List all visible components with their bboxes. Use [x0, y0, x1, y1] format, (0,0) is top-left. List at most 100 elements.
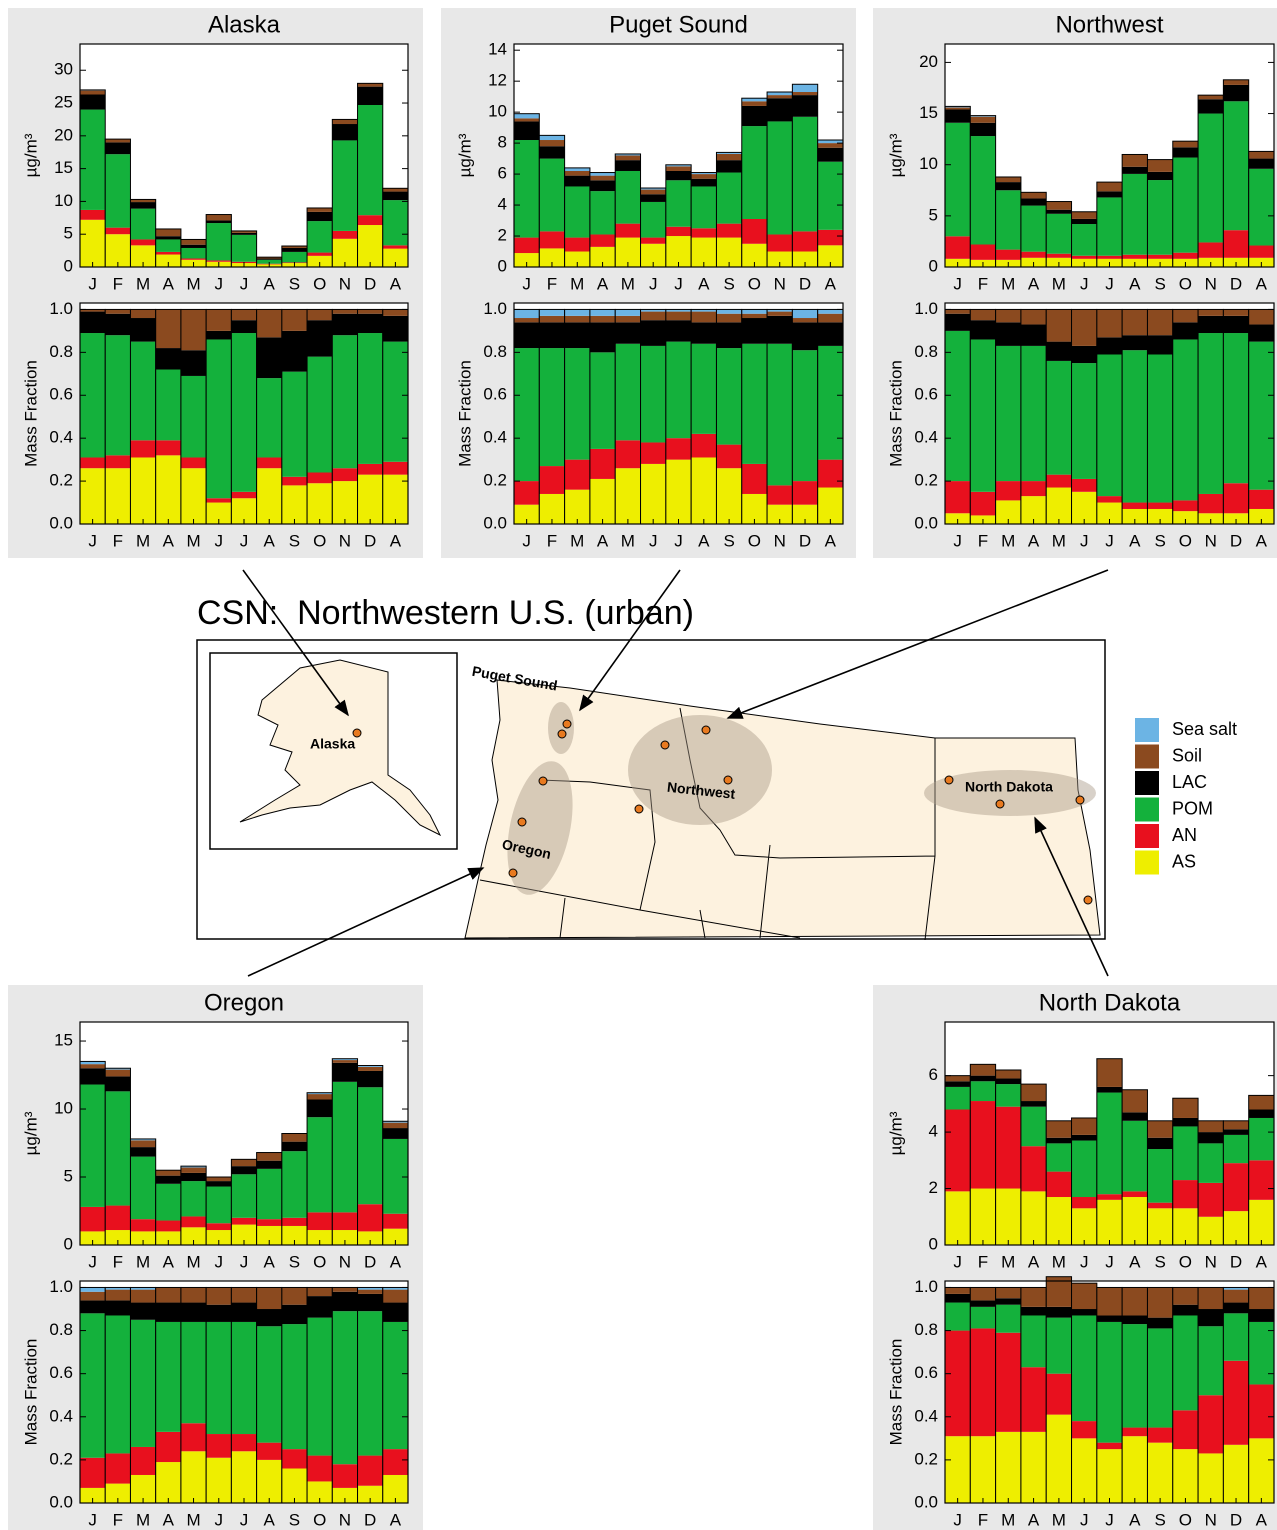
map-title: CSN: Northwestern U.S. (urban): [197, 594, 694, 632]
bar-segment: [945, 1302, 971, 1331]
bar-segment: [1071, 1438, 1097, 1503]
bar-segment: [1122, 335, 1148, 351]
bar-segment: [1147, 1427, 1173, 1443]
bar-segment: [1020, 324, 1047, 346]
x-tick-label: M: [1052, 531, 1066, 550]
bar-segment: [1223, 1163, 1249, 1212]
bar-segment: [514, 121, 540, 141]
bar-segment: [539, 158, 565, 232]
bar-segment: [1122, 1089, 1148, 1113]
bar-segment: [332, 1058, 358, 1061]
bar-segment: [767, 309, 793, 312]
bar-segment: [665, 311, 692, 321]
bar-segment: [256, 1160, 282, 1169]
bar-segment: [640, 320, 666, 346]
bar-segment: [105, 1230, 131, 1245]
bar-segment: [206, 1230, 232, 1245]
bar-segment: [332, 140, 358, 231]
bar-segment: [1248, 1309, 1274, 1322]
bar-segment: [155, 1302, 181, 1322]
bar-segment: [970, 1101, 996, 1189]
y-tick-label: 8: [498, 133, 507, 152]
bar-segment: [1122, 173, 1148, 255]
x-tick-label: M: [1001, 274, 1015, 293]
bar-segment: [382, 1213, 408, 1229]
bar-segment: [357, 1070, 383, 1088]
bar-segment: [1248, 158, 1274, 169]
x-tick-label: A: [1129, 274, 1141, 293]
bar-segment: [945, 513, 971, 524]
bar-segment: [1223, 513, 1249, 524]
bar-segment: [640, 201, 666, 238]
bar-segment: [514, 322, 540, 349]
bar-segment: [1223, 1211, 1249, 1245]
x-tick-label: J: [88, 274, 97, 293]
bar-segment: [155, 228, 181, 237]
bar-segment: [514, 118, 540, 122]
legend-label: Soil: [1172, 745, 1202, 765]
bar-segment: [1198, 1287, 1224, 1310]
bar-segment: [792, 322, 818, 351]
bar-segment: [995, 345, 1021, 482]
bar-segment: [817, 161, 843, 230]
y-tick-label: 0.0: [914, 1492, 938, 1511]
bar-segment: [206, 1457, 232, 1503]
bar-segment: [1248, 1109, 1274, 1118]
bar-segment: [970, 1300, 996, 1307]
x-tick-label: D: [364, 1252, 376, 1271]
bar-segment: [1248, 309, 1274, 325]
bar-segment: [155, 440, 181, 456]
bar-segment: [1223, 1289, 1249, 1303]
y-axis-label: µg/m³: [455, 133, 474, 177]
bar-segment: [691, 322, 717, 344]
bar-segment: [1248, 151, 1274, 159]
x-tick-label: M: [570, 274, 584, 293]
bar-segment: [105, 1205, 131, 1231]
y-tick-label: 5: [64, 1166, 73, 1185]
bar-segment: [382, 188, 408, 192]
bar-segment: [1198, 1326, 1224, 1396]
x-tick-label: S: [1154, 1252, 1165, 1271]
x-tick-label: M: [186, 1510, 200, 1529]
bar-segment: [1147, 1287, 1173, 1318]
bar-segment: [382, 1321, 408, 1450]
bar-segment: [206, 339, 232, 499]
plot-border: [944, 302, 1275, 525]
bar-segment: [970, 491, 996, 516]
bar-segment: [995, 190, 1021, 250]
bar-segment: [155, 254, 181, 267]
x-tick-label: O: [1179, 531, 1192, 550]
bar-segment: [307, 483, 333, 524]
bar-segment: [792, 84, 818, 93]
bar-segment: [970, 1436, 996, 1503]
bar-segment: [767, 504, 793, 524]
y-axis-label: Mass Fraction: [455, 360, 474, 467]
y-tick-label: 5: [64, 224, 73, 243]
x-tick-label: J: [88, 1252, 97, 1271]
bar-segment: [1147, 309, 1173, 336]
bar-segment: [615, 170, 641, 224]
x-tick-label: A: [163, 1510, 175, 1529]
bar-segment: [995, 309, 1021, 323]
plot-border: [944, 43, 1275, 268]
bar-segment: [691, 433, 717, 458]
bar-segment: [1122, 1287, 1148, 1316]
bar-segment: [130, 1219, 156, 1232]
bar-segment: [1223, 1302, 1249, 1314]
bar-segment: [155, 1220, 181, 1232]
y-tick-label: 2: [929, 1178, 938, 1197]
y-tick-label: 1.0: [49, 299, 73, 318]
bar-segment: [281, 476, 308, 486]
y-tick-label: 0: [929, 1234, 938, 1253]
bar-segment: [382, 341, 408, 462]
bar-segment: [206, 1186, 232, 1224]
chart-title: Puget Sound: [609, 11, 748, 38]
bar-segment: [1096, 1315, 1123, 1322]
x-tick-label: A: [163, 274, 175, 293]
x-tick-label: S: [723, 274, 734, 293]
x-tick-label: J: [1080, 531, 1089, 550]
y-tick-label: 10: [919, 154, 938, 173]
bar-segment: [1122, 1324, 1148, 1428]
bar-segment: [589, 172, 616, 176]
